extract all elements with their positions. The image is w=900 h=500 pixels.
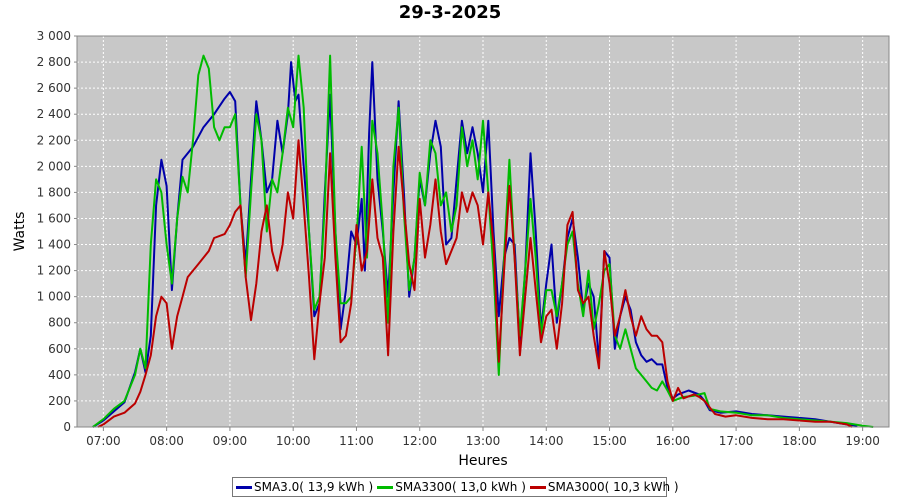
x-tick-label: 19:00 <box>845 434 880 448</box>
y-tick-label: 1 800 <box>37 185 71 199</box>
x-tick-label: 16:00 <box>656 434 691 448</box>
y-tick-label: 2 000 <box>37 159 71 173</box>
y-tick-label: 800 <box>48 316 71 330</box>
x-tick-label: 08:00 <box>149 434 184 448</box>
legend-label: SMA3.0( 13,9 kWh ) <box>254 480 374 494</box>
y-tick-label: 2 200 <box>37 133 71 147</box>
x-tick-label: 15:00 <box>592 434 627 448</box>
legend-swatch <box>529 485 546 489</box>
series-lines <box>92 54 874 428</box>
x-tick-label: 14:00 <box>529 434 564 448</box>
y-tick-label: 1 000 <box>37 290 71 304</box>
x-tick-label: 12:00 <box>402 434 437 448</box>
x-tick-label: 11:00 <box>339 434 374 448</box>
x-tick-label: 07:00 <box>86 434 121 448</box>
y-tick-label: 200 <box>48 394 71 408</box>
series-line-2 <box>97 139 853 428</box>
series-line-1 <box>92 54 874 428</box>
y-tick-label: 2 800 <box>37 55 71 69</box>
x-tick-label: 18:00 <box>782 434 817 448</box>
x-axis-ticks: 07:00 08:00 09:00 10:00 11:00 12:00 13:00 14:00… <box>86 427 880 448</box>
x-axis-label: Heures <box>458 453 507 469</box>
y-tick-label: 2 600 <box>37 81 71 95</box>
y-tick-label: 400 <box>48 368 71 382</box>
x-tick-label: 17:00 <box>719 434 754 448</box>
legend-swatch <box>377 485 394 489</box>
legend-item-sma3300: SMA3300( 13,0 kWh ) <box>377 480 526 494</box>
legend-swatch <box>236 485 252 489</box>
plot-frame <box>76 35 890 428</box>
legend-label: SMA3300( 13,0 kWh ) <box>395 480 526 494</box>
legend-item-sma3000: SMA3000( 10,3 kWh ) <box>529 480 679 494</box>
y-tick-label: 2 400 <box>37 107 71 121</box>
y-tick-label: 0 <box>63 420 71 434</box>
y-tick-label: 1 200 <box>37 264 71 278</box>
legend-label: SMA3000( 10,3 kWh ) <box>547 480 679 494</box>
y-tick-label: 1 400 <box>37 238 71 252</box>
y-axis-ticks: 0 200 400 600 800 1 000 1 200 1 400 1 600 1 800 2 … <box>37 29 77 434</box>
legend-item-sma3-0: SMA3.0( 13,9 kWh ) <box>236 480 373 494</box>
legend: SMA3.0( 13,9 kWh ) SMA3300( 13,0 kWh ) S… <box>232 477 679 497</box>
y-tick-label: 1 600 <box>37 211 71 225</box>
y-tick-label: 3 000 <box>37 29 71 43</box>
x-tick-label: 09:00 <box>213 434 248 448</box>
y-axis-label: Watts <box>12 212 28 252</box>
x-tick-label: 10:00 <box>276 434 311 448</box>
y-tick-label: 600 <box>48 342 71 356</box>
chart-title: 29-3-2025 <box>398 2 502 23</box>
x-tick-label: 13:00 <box>466 434 501 448</box>
